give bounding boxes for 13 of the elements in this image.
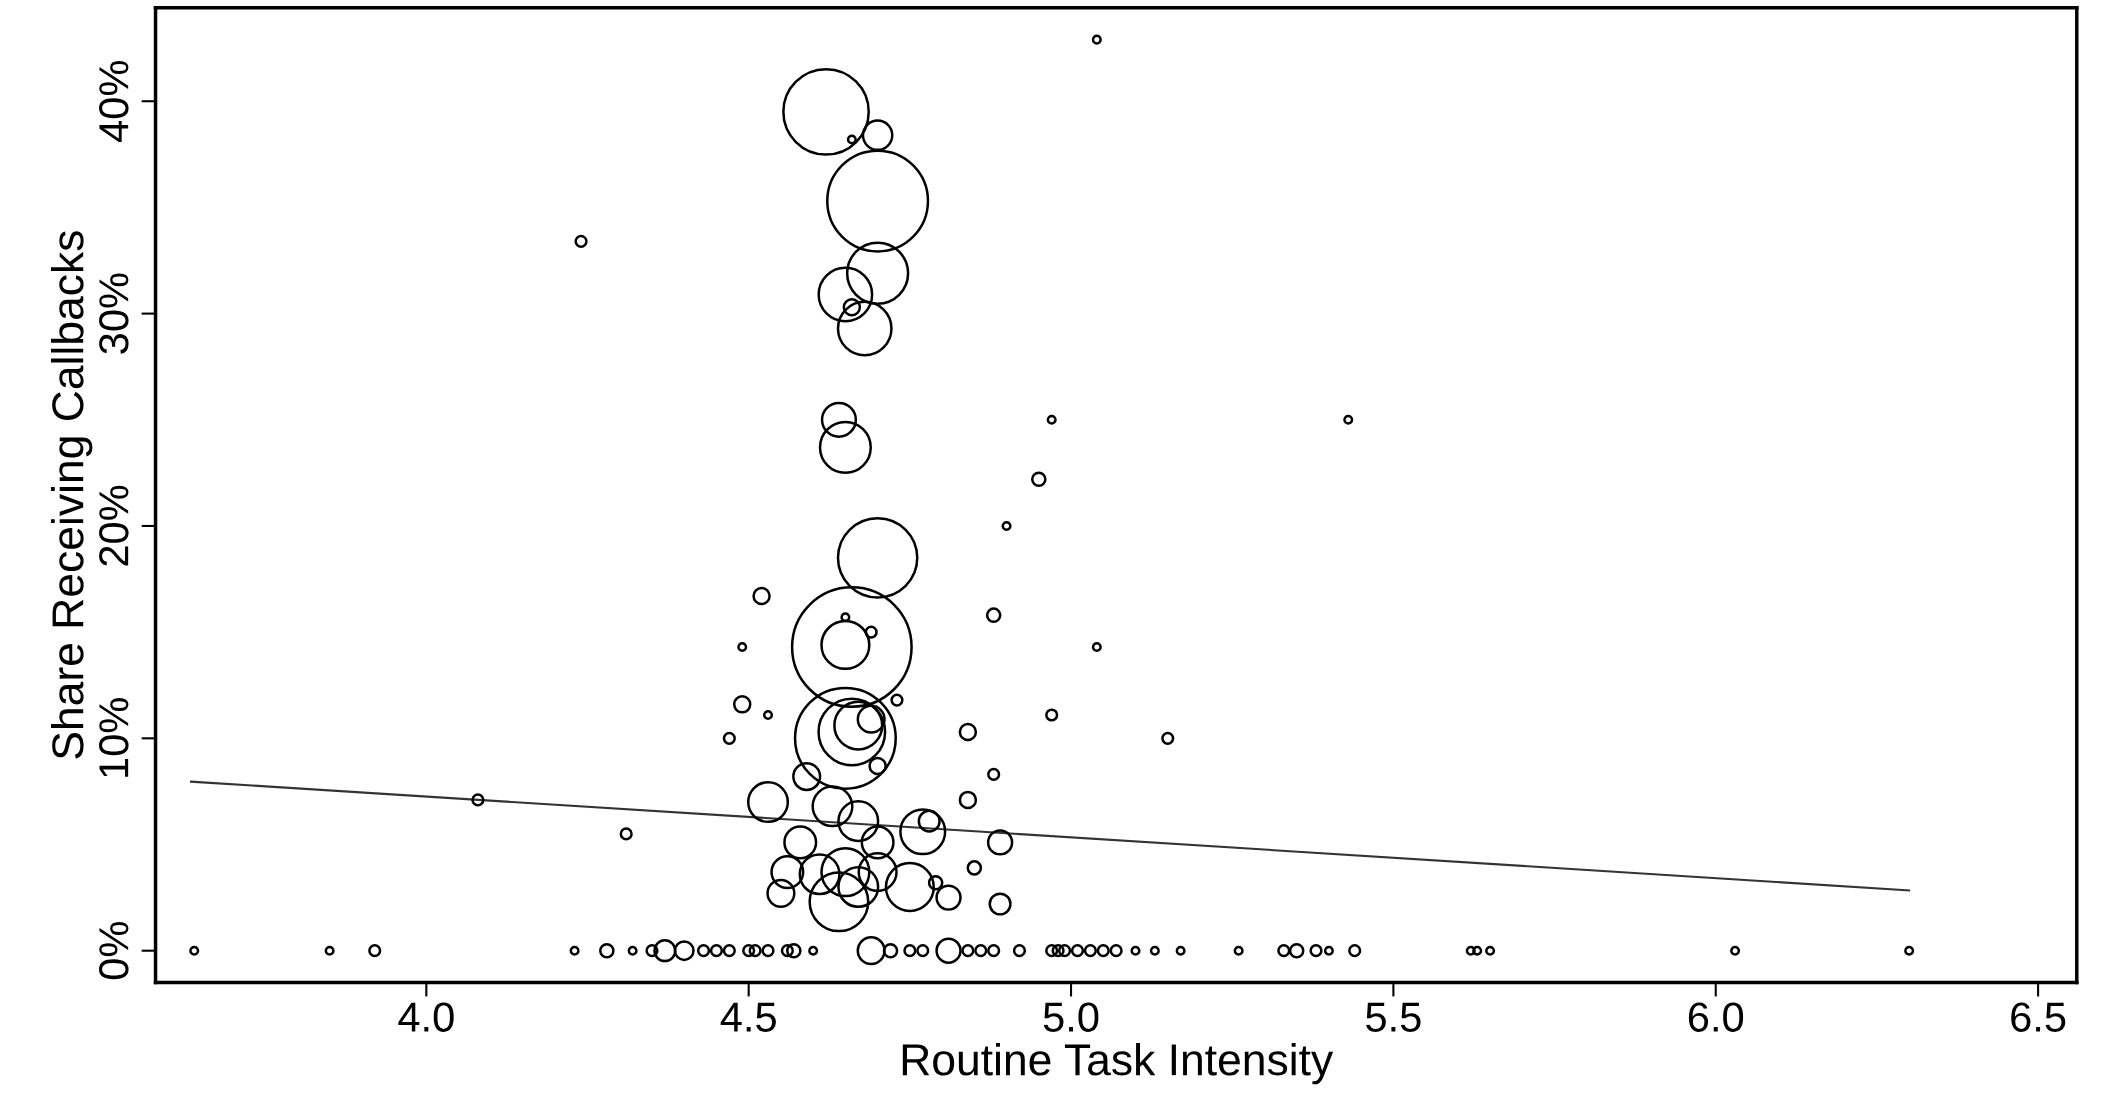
y-axis-title: Share Receiving Callbacks <box>50 231 93 759</box>
y-tick-label: 20% <box>99 485 129 566</box>
y-tick-label: 0% <box>99 922 129 980</box>
x-tick-label: 4.5 <box>720 1002 776 1032</box>
y-tick-label: 40% <box>99 61 129 142</box>
y-tick-label: 30% <box>99 273 129 354</box>
y-tick-label: 10% <box>99 698 129 777</box>
x-axis-title: Routine Task Intensity <box>902 1042 1334 1085</box>
x-tick-label: 6.0 <box>1688 1002 1744 1032</box>
x-tick-label: 5.5 <box>1366 1002 1421 1032</box>
x-tick-label: 4.0 <box>398 1002 454 1032</box>
x-tick-label: 5.0 <box>1043 1002 1099 1032</box>
x-tick-label: 6.5 <box>2011 1002 2066 1032</box>
